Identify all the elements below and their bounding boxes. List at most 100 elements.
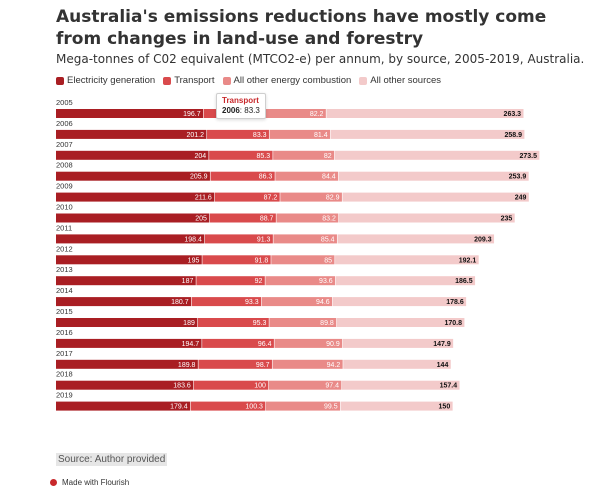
bar-segment[interactable] [198,359,272,369]
bar-segment[interactable] [342,192,529,202]
data-label: 189 [183,320,195,327]
bar-segment[interactable] [56,276,196,286]
bar-segment[interactable] [265,276,336,286]
data-label: 81.4 [314,132,328,139]
made-with-flourish[interactable]: Made with Flourish [50,478,129,487]
data-label: 150 [439,404,451,411]
data-label: 186.5 [455,278,473,285]
data-label: 99.5 [324,404,338,411]
bar-segment[interactable] [209,150,273,160]
legend-label: Transport [174,75,215,86]
bar-segment[interactable] [336,318,465,327]
data-label: 92 [255,278,263,285]
bar-segment[interactable] [265,401,341,411]
bar-segment[interactable] [56,213,210,223]
legend-item-other-energy[interactable]: All other energy combustion [222,75,351,86]
bar-segment[interactable] [204,234,273,244]
bar-segment[interactable] [272,359,343,369]
data-label: 83.3 [253,132,267,139]
chart-legend: Electricity generation Transport All oth… [56,75,441,86]
bar-segment[interactable] [264,109,326,118]
data-label: 85 [324,257,332,264]
y-axis-label: 2016 [56,328,73,337]
data-label: 82.2 [310,111,324,118]
legend-label: Electricity generation [67,75,156,86]
flourish-logo-icon [50,479,57,486]
data-label: 235 [501,216,513,223]
bar-segment[interactable] [56,234,205,244]
bar-segment[interactable] [56,150,209,160]
bar-segment[interactable] [332,297,467,307]
bar-segment[interactable] [56,171,210,181]
data-label: 85.3 [257,153,271,160]
bar-segment[interactable] [261,297,333,307]
bar-segment[interactable] [209,213,276,223]
data-label: 147.9 [433,341,451,348]
bar-segment[interactable] [280,192,342,202]
bar-segment[interactable] [326,109,524,118]
bar-segment[interactable] [191,297,262,307]
bar-segment[interactable] [56,359,198,369]
bar-segment[interactable] [342,338,454,348]
data-label: 93.6 [319,278,333,285]
legend-item-other-sources[interactable]: All other sources [359,75,441,86]
bar-segment[interactable] [269,129,331,139]
bar-segment[interactable] [337,234,495,244]
bar-segment[interactable] [338,171,529,181]
source-note: Source: Author provided [56,453,168,466]
bar-segment[interactable] [335,276,476,286]
bar-segment[interactable] [275,171,339,181]
data-label: 211.6 [195,195,212,202]
bar-segment[interactable] [338,213,515,223]
bar-segment[interactable] [271,255,335,265]
bar-segment[interactable] [268,380,342,390]
data-label: 258.9 [504,132,522,139]
legend-swatch [222,76,231,85]
bar-segment[interactable] [276,213,339,223]
bar-segment[interactable] [193,380,269,390]
bar-segment[interactable] [273,234,337,244]
bar-segment[interactable] [196,276,265,286]
bar-segment[interactable] [56,192,215,202]
legend-label: All other sources [370,75,442,86]
data-label: 94.6 [316,299,330,306]
data-label: 82 [324,153,332,160]
bar-segment[interactable] [190,401,266,411]
data-label: 95.3 [253,320,267,327]
legend-item-transport[interactable]: Transport [163,75,215,86]
bar-segment[interactable] [202,338,274,348]
legend-item-electricity[interactable]: Electricity generation [56,75,155,86]
y-axis-label: 2011 [56,223,72,232]
data-label: 198.4 [184,236,202,243]
legend-swatch [163,76,172,85]
bar-segment[interactable] [210,171,275,181]
chart-title: Australia's emissions reductions have mo… [56,7,547,49]
data-label: 205.9 [190,174,208,181]
bar-segment[interactable] [56,338,202,348]
bar-segment[interactable] [334,150,540,160]
bar-segment[interactable] [56,297,192,307]
bar-segment[interactable] [340,401,453,411]
bar-segment[interactable] [335,255,479,265]
bar-segment[interactable] [214,192,280,202]
bar-segment[interactable] [274,338,343,348]
bar-segment[interactable] [56,129,207,139]
data-label: 85.4 [321,236,335,243]
bar-segment[interactable] [56,318,198,327]
bar-segment[interactable] [56,255,202,265]
bar-segment[interactable] [273,150,335,160]
bar-segment[interactable] [269,318,337,327]
bar-segment[interactable] [197,318,269,327]
bar-segment[interactable] [343,359,451,369]
bar-segment[interactable] [202,255,271,265]
data-label: 178.6 [446,299,464,306]
bar-segment[interactable] [207,129,269,139]
bar-segment[interactable] [56,380,194,390]
bar-segment[interactable] [56,109,204,118]
bar-segment[interactable] [330,129,525,139]
bar-segment[interactable] [56,401,191,411]
y-axis-label: 2017 [56,349,73,358]
data-label: 204 [194,153,206,160]
bar-segment[interactable] [341,380,460,390]
